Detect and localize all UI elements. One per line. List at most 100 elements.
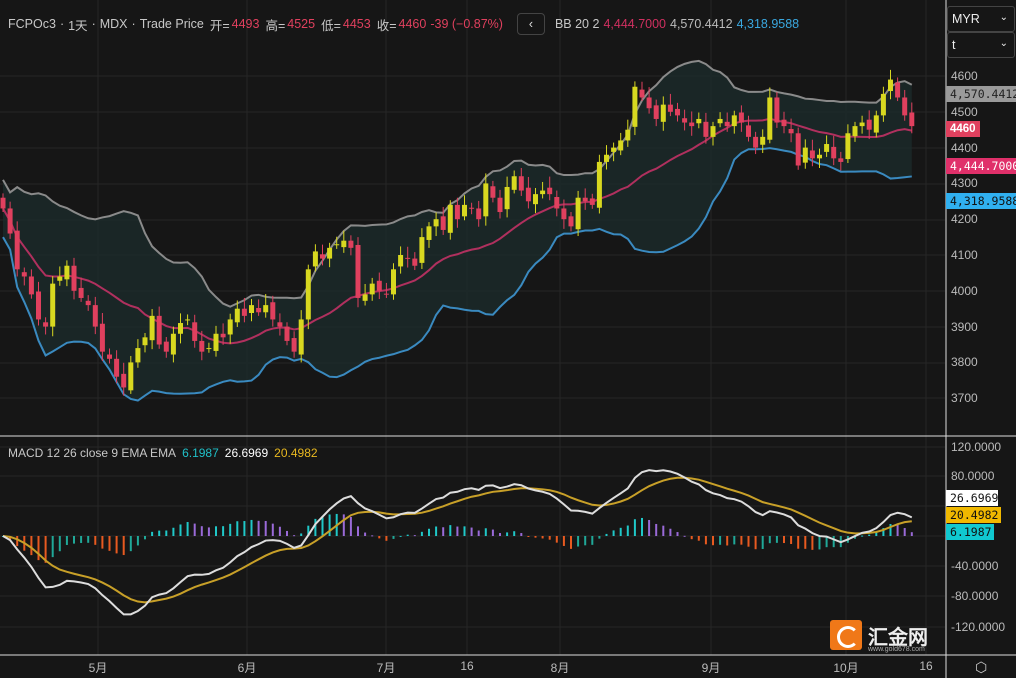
macd-histogram-bar xyxy=(371,535,374,537)
candle-body xyxy=(724,121,730,127)
macd-histogram-bar xyxy=(832,536,835,548)
unit-select[interactable]: t ⌄ xyxy=(947,32,1015,58)
candle-body xyxy=(859,122,865,127)
candle-body xyxy=(142,337,148,346)
macd-histogram-bar xyxy=(854,536,856,539)
candle-body xyxy=(199,340,205,352)
macd-histogram-bar xyxy=(697,536,700,541)
macd-tick: -40.0000 xyxy=(951,559,999,573)
candle-body xyxy=(369,283,375,295)
macd-histogram-bar xyxy=(193,523,196,536)
macd-histogram-bar xyxy=(548,536,551,540)
candle-body xyxy=(646,97,652,109)
symbol[interactable]: FCPOc3 xyxy=(8,17,56,31)
candle-body xyxy=(781,119,787,127)
candle-body xyxy=(774,97,780,123)
macd-histogram-bar xyxy=(669,528,672,536)
macd-histogram-bar xyxy=(264,520,267,536)
candle-body xyxy=(604,154,609,162)
macd-histogram-bar xyxy=(328,514,331,536)
candle-body xyxy=(639,89,645,98)
watermark-logo: 汇金网 www.gold678.com xyxy=(830,620,928,653)
macd-histogram-bar xyxy=(179,524,182,536)
macd-histogram-bar xyxy=(562,536,565,546)
macd-histogram-bar xyxy=(591,536,594,545)
macd-histogram-bar xyxy=(783,536,785,544)
macd-histogram-bar xyxy=(307,525,310,536)
macd-histogram-bar xyxy=(470,527,473,536)
candle-body xyxy=(660,104,666,122)
macd-histogram-bar xyxy=(108,536,111,551)
candle-body xyxy=(582,197,588,202)
candle-body xyxy=(625,129,631,141)
settings-icon[interactable]: ⬡ xyxy=(975,659,988,675)
macd-histogram-bar xyxy=(456,526,459,536)
macd-histogram-bar xyxy=(683,535,686,537)
candle-body xyxy=(675,108,680,116)
candle-body xyxy=(376,280,382,291)
candle-body xyxy=(909,112,915,127)
candle-body xyxy=(518,176,524,191)
hist-tag: 6.1987 xyxy=(946,524,994,540)
price-tick: 4600 xyxy=(951,69,978,83)
candle-body xyxy=(611,147,617,152)
macd-histogram-bar xyxy=(449,525,452,536)
macd-histogram-bar xyxy=(484,528,487,536)
price-tick: 4400 xyxy=(951,141,978,155)
time-tick: 8月 xyxy=(550,661,570,675)
candle-body xyxy=(483,183,489,217)
price-tick: 3800 xyxy=(951,355,978,369)
candle-body xyxy=(7,208,13,234)
macd-histogram-bar xyxy=(541,536,544,539)
time-tick: 6月 xyxy=(237,661,257,675)
candle-body xyxy=(71,265,77,291)
candle-body xyxy=(85,300,91,306)
bb-upper: 4,570.4412 xyxy=(670,17,733,31)
candle-body xyxy=(234,308,240,323)
currency-select[interactable]: MYR ⌄ xyxy=(947,6,1015,32)
lower-band-line xyxy=(2,147,912,402)
macd-histogram-bar xyxy=(768,536,771,544)
candle-body xyxy=(305,269,311,320)
bb-lower: 4,318.9588 xyxy=(736,17,800,31)
candle-body xyxy=(653,105,659,119)
collapse-legend-button[interactable]: ‹ xyxy=(516,13,545,35)
candle-body xyxy=(454,204,460,220)
lower-band-tag: 4,318.9588 xyxy=(946,193,1016,209)
macd-histogram-bar xyxy=(286,530,288,536)
macd-histogram-bar xyxy=(477,530,480,536)
exchange: MDX xyxy=(99,17,128,31)
macd-histogram-bar xyxy=(570,536,572,549)
macd-histogram-bar xyxy=(435,526,438,536)
macd-histogram-bar xyxy=(172,527,175,536)
macd-histogram-bar xyxy=(612,530,615,536)
candle-body xyxy=(327,247,333,259)
macd-histogram-bar xyxy=(797,536,800,549)
macd-histogram-bar xyxy=(428,528,430,536)
candle-body xyxy=(447,204,453,233)
candle-body xyxy=(156,315,162,345)
candle-body xyxy=(107,354,112,359)
candle-body xyxy=(504,186,510,210)
candle-body xyxy=(873,115,879,133)
macd-histogram-bar xyxy=(790,536,793,544)
macd-histogram-bar xyxy=(16,536,19,547)
signal-line xyxy=(2,476,912,604)
candle-body xyxy=(43,322,49,327)
candle-body xyxy=(547,187,553,195)
candle-body xyxy=(682,118,688,123)
candle-body xyxy=(895,82,901,98)
candle-body xyxy=(760,136,766,145)
macd-histogram-bar xyxy=(747,536,750,547)
candle-body xyxy=(554,197,560,209)
close-value: 4460 xyxy=(398,17,427,31)
macd-line xyxy=(2,469,913,616)
macd-histogram-bar xyxy=(896,524,899,536)
symbol-legend: FCPOc3 · 1天 · MDX · Trade Price 开= 4493 高= 45… xyxy=(8,13,799,35)
macd-histogram-bar xyxy=(903,528,906,536)
candle-body xyxy=(405,257,411,259)
macd-histogram-bar xyxy=(30,536,33,556)
macd-histogram-bar xyxy=(314,518,317,536)
candle-body xyxy=(845,133,851,160)
